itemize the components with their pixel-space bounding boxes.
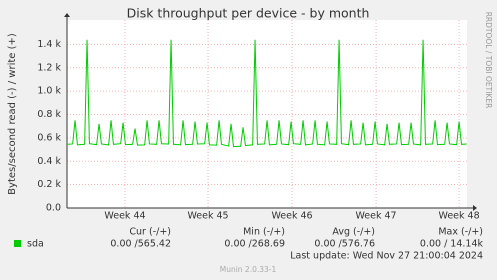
x-axis-arrow: [473, 205, 477, 211]
side-label: RRDTOOL / TOBI OETIKER: [484, 12, 493, 109]
chart-title: Disk throughput per device - by month: [127, 6, 370, 21]
stats-value: 0.00 / 14.14k: [420, 239, 484, 250]
stats-header: Min (-/+): [243, 227, 285, 238]
x-tick-label: Week 48: [439, 211, 480, 222]
y-axis-arrow: [64, 13, 70, 17]
stats-header: Max (-/+): [438, 227, 483, 238]
plot-area: [67, 20, 467, 208]
stats-value: 0.00 /576.76: [314, 239, 375, 250]
stats-header: Avg (-/+): [332, 227, 375, 238]
x-tick-label: Week 44: [104, 211, 145, 222]
stats-value: 0.00 /565.42: [110, 239, 171, 250]
legend-swatch: [14, 240, 21, 247]
stats-value: 0.00 /268.69: [224, 239, 285, 250]
y-tick-label: 1.0 k: [37, 86, 61, 97]
x-tick-label: Week 45: [187, 211, 228, 222]
y-tick-label: 0.0: [46, 203, 61, 214]
y-tick-label: 0.8 k: [37, 109, 61, 120]
y-axis-label: Bytes/second read (-) / write (+): [7, 33, 18, 195]
y-tick-label: 0.4 k: [37, 156, 61, 167]
series-line: [66, 39, 467, 148]
y-tick-label: 0.2 k: [37, 179, 61, 190]
x-tick-label: Week 46: [271, 211, 312, 222]
x-tick-label: Week 47: [355, 211, 396, 222]
last-update: Last update: Wed Nov 27 21:00:04 2024: [290, 251, 483, 262]
y-tick-label: 1.4 k: [37, 39, 61, 50]
footer: Munin 2.0.33-1: [220, 265, 277, 274]
y-tick-label: 1.2 k: [37, 62, 61, 73]
stats-header: Cur (-/+): [129, 227, 171, 238]
y-tick-label: 0.6 k: [37, 132, 61, 143]
legend-label: sda: [27, 239, 44, 250]
